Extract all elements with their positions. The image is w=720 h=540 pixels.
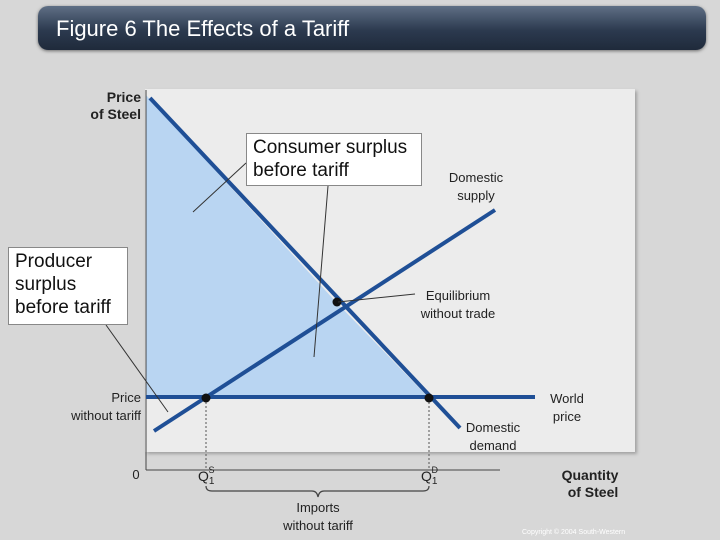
producer-surplus-text-3: before tariff	[15, 297, 111, 318]
domestic-demand-label-1: Domestic	[466, 420, 521, 435]
domestic-demand-curve	[148, 96, 462, 430]
domestic-demand-label-2: demand	[470, 438, 517, 453]
qd-label-sup: D	[431, 465, 438, 475]
qs-label-sup: S	[208, 465, 214, 475]
domestic-supply-label-2: supply	[457, 188, 495, 203]
producer-surplus-pointer	[105, 324, 169, 413]
price-without-tariff-label-1: Price	[111, 390, 141, 405]
imports-label-2: without tariff	[282, 518, 353, 533]
producer-surplus-text-1: Producer	[15, 251, 93, 272]
domestic-supply-label-1: Domestic	[449, 170, 504, 185]
world-price-label-1: World	[550, 391, 584, 406]
qd-point	[424, 393, 434, 403]
qd-label-sub: 1	[432, 476, 438, 487]
equilibrium-point	[332, 297, 342, 307]
qd-label-q: Q	[421, 468, 432, 484]
title-bar: Figure 6 The Effects of a Tariff	[38, 6, 706, 50]
equilibrium-label-1: Equilibrium	[426, 288, 490, 303]
x-axis-label-2: of Steel	[568, 484, 619, 500]
price-without-tariff-label-2: without tariff	[70, 408, 141, 423]
world-price-label-2: price	[553, 409, 581, 424]
consumer-surplus-pointer-2	[313, 185, 329, 358]
y-axis-label-1: Price	[107, 89, 141, 105]
imports-brace	[205, 485, 430, 498]
qs-label-q: Q	[198, 468, 209, 484]
x-axis-label-1: Quantity	[562, 467, 619, 483]
producer-surplus-text-2: surplus	[15, 274, 77, 295]
copyright: Copyright © 2004 South-Western	[522, 529, 626, 536]
consumer-surplus-pointer	[192, 162, 247, 213]
origin-label: 0	[132, 467, 139, 482]
qs-label: Q1S	[198, 465, 215, 487]
equilibrium-pointer	[337, 293, 416, 303]
qd-label: Q1D	[421, 465, 438, 487]
producer-surplus-callout: Producer surplus before tariff	[8, 247, 128, 325]
domestic-supply-curve	[152, 208, 497, 433]
consumer-surplus-text-1: Consumer surplus	[253, 137, 408, 158]
consumer-surplus-text-2: before tariff	[253, 160, 349, 181]
qs-point	[201, 393, 211, 403]
figure-title: Figure 6 The Effects of a Tariff	[56, 16, 350, 41]
y-axis-label-2: of Steel	[90, 106, 141, 122]
qs-label-sub: 1	[209, 476, 215, 487]
imports-label-1: Imports	[296, 500, 340, 515]
equilibrium-label-2: without trade	[420, 306, 495, 321]
surplus-area	[146, 95, 428, 397]
consumer-surplus-callout: Consumer surplus before tariff	[246, 133, 422, 186]
